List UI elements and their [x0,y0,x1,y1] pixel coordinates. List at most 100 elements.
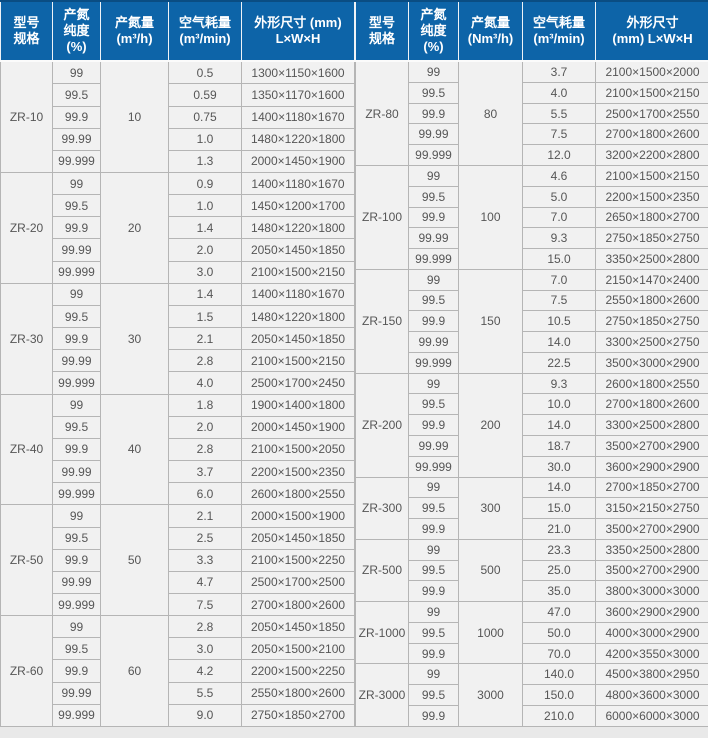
table-row: 99.999 4.0 2500×1700×2450 [1,371,355,395]
header-capacity: 产氮量 (Nm³/h) [458,0,523,62]
purity-cell: 99.9 [52,105,101,129]
air-consumption-cell: 9.0 [168,703,242,728]
header-model: 型号 规格 [0,0,53,62]
capacity-cell: 30 [100,282,169,395]
air-consumption-cell: 7.5 [522,123,596,146]
dimensions-cell: 2200×1500×2350 [241,460,355,484]
table-row: 99.9 3.3 2100×1500×2250 [1,548,355,572]
model-cell: ZR-100 [355,165,409,270]
dimensions-cell: 2100×1500×2150 [595,165,708,187]
air-consumption-cell: 50.0 [522,621,596,644]
table-row: 99.99 5.5 2550×1800×2600 [1,681,355,705]
purity-cell: 99.99 [52,681,101,705]
dimensions-cell: 2700×1850×2700 [595,476,708,499]
capacity-cell: 80 [458,60,523,167]
dimensions-cell: 2750×1850×2750 [595,310,708,333]
air-consumption-cell: 1.3 [168,149,242,174]
table-row: 99.99 14.0 3300×2500×2750 [356,331,708,353]
table-row: 99.9 21.0 3500×2700×2900 [356,518,708,540]
purity-cell: 99.5 [52,83,101,107]
header-air-consumption: 空气耗量 (m³/min) [168,0,242,62]
table-row: 99.5 1.5 1480×1220×1800 [1,304,355,329]
table-row: ZR-30 99 30 1.4 1400×1180×1670 [0,282,355,395]
dimensions-cell: 2050×1500×2100 [241,637,355,661]
dimensions-cell: 2150×1470×2400 [595,268,708,291]
dimensions-cell: 2650×1800×2700 [595,206,708,229]
air-consumption-cell: 15.0 [522,497,596,520]
purity-cell: 99.99 [52,127,101,151]
air-consumption-cell: 2.1 [168,504,242,528]
capacity-cell: 10 [100,60,169,174]
air-consumption-cell: 5.5 [522,102,596,125]
air-consumption-cell: 23.3 [522,538,596,561]
air-consumption-cell: 4.0 [168,371,242,395]
dimensions-cell: 3300×2500×2750 [595,331,708,353]
air-consumption-cell: 7.0 [522,206,596,229]
header-purity: 产氮 纯度 (%) [52,0,101,62]
table-row: 99.999 15.0 3350×2500×2800 [356,248,708,270]
dimensions-cell: 1400×1180×1670 [241,105,355,129]
header-dimensions: 外形尺寸 (mm) L×W×H [241,0,355,62]
air-consumption-cell: 4.0 [522,81,596,104]
purity-cell: 99.5 [408,684,459,706]
model-cell: ZR-80 [355,60,409,167]
capacity-cell: 100 [458,165,523,270]
dimensions-cell: 2600×1800×2550 [595,372,708,395]
table-row: 99.9 2.1 2050×1450×1850 [1,327,355,351]
dimensions-cell: 1400×1180×1670 [241,172,355,196]
purity-cell: 99 [52,393,101,417]
table-row: 99.9 1.4 1480×1220×1800 [1,216,355,240]
air-consumption-cell: 47.0 [522,601,596,623]
table-row: ZR-1000 99 1000 47.0 3600×2900×2900 [355,601,708,665]
purity-cell: 99.999 [408,455,459,478]
air-consumption-cell: 2.0 [168,415,242,439]
air-consumption-cell: 7.0 [522,268,596,291]
capacity-cell: 200 [458,372,523,478]
dimensions-cell: 4000×3000×2900 [595,621,708,644]
dimensions-cell: 3800×3000×3000 [595,580,708,603]
dimensions-cell: 3350×2500×2800 [595,538,708,561]
table-row: ZR-60 99 60 2.8 2050×1450×1850 [0,615,355,727]
dimensions-cell: 2500×1700×2500 [241,570,355,594]
air-consumption-cell: 14.0 [522,331,596,353]
purity-cell: 99.999 [408,248,459,270]
table-row: ZR-20 99 20 0.9 1400×1180×1670 [0,172,355,284]
purity-cell: 99.99 [52,349,101,373]
air-consumption-cell: 9.3 [522,227,596,250]
header-row: 型号 规格 产氮 纯度 (%) 产氮量 (Nm³/h) 空气耗量 (m³/min… [355,0,708,62]
purity-cell: 99 [52,282,101,306]
table-row: 99.999 12.0 3200×2200×2800 [356,144,708,167]
purity-cell: 99 [52,504,101,528]
air-consumption-cell: 4.2 [168,659,242,683]
left-table-body: ZR-10 99 10 0.5 1300×1150×1600 99.5 0.59 1350×1… [0,60,355,728]
model-cell: ZR-20 [0,172,53,284]
purity-cell: 99.5 [52,194,101,218]
dimensions-cell: 2050×1450×1850 [241,526,355,550]
table-row: 99.99 9.3 2750×1850×2750 [356,227,708,250]
purity-cell: 99.99 [408,331,459,353]
purity-cell: 99.5 [408,289,459,312]
dimensions-cell: 1350×1170×1600 [241,83,355,107]
purity-cell: 99.999 [52,482,101,506]
dimensions-cell: 3200×2200×2800 [595,144,708,167]
purity-cell: 99.5 [52,304,101,329]
purity-cell: 99.999 [52,592,101,617]
dimensions-cell: 2700×1800×2600 [595,123,708,146]
purity-cell: 99.999 [408,351,459,374]
table-row: ZR-80 99 80 3.7 2100×1500×2000 [355,60,708,167]
purity-cell: 99.999 [52,703,101,728]
capacity-cell: 50 [100,504,169,617]
air-consumption-cell: 10.0 [522,393,596,416]
air-consumption-cell: 14.0 [522,414,596,436]
air-consumption-cell: 14.0 [522,476,596,499]
table-row: 99.99 1.0 1480×1220×1800 [1,127,355,151]
capacity-cell: 60 [100,615,169,727]
air-consumption-cell: 22.5 [522,351,596,374]
air-consumption-cell: 0.59 [168,83,242,107]
air-consumption-cell: 30.0 [522,455,596,478]
table-row: 99.5 1.0 1450×1200×1700 [1,194,355,218]
table-row: ZR-40 99 40 1.8 1900×1400×1800 [0,393,355,506]
dimensions-cell: 1900×1400×1800 [241,393,355,417]
air-consumption-cell: 1.4 [168,216,242,240]
purity-cell: 99.999 [408,144,459,167]
